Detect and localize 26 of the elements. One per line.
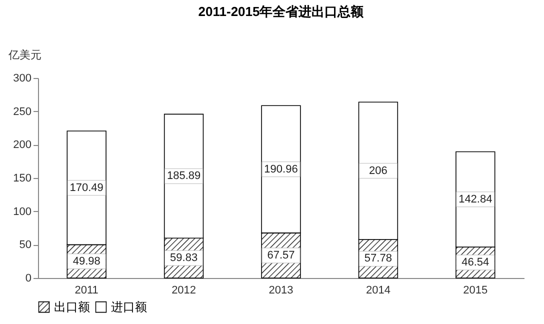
- legend-label: 出口额: [54, 300, 90, 314]
- chart-title: 2011-2015年全省进出口总额: [198, 4, 365, 19]
- x-tick-label: 2012: [172, 284, 196, 296]
- data-label: 46.54: [462, 256, 490, 268]
- y-tick-label: 200: [13, 139, 32, 152]
- data-label: 206: [369, 164, 388, 177]
- data-label: 59.83: [170, 252, 198, 264]
- data-label: 190.96: [264, 163, 298, 176]
- y-tick-label: 150: [13, 172, 32, 184]
- y-tick-label: 50: [19, 239, 32, 252]
- x-tick-label: 2015: [463, 284, 488, 296]
- y-tick-label: 300: [13, 72, 32, 84]
- x-tick-label: 2013: [268, 284, 294, 296]
- y-axis-title: 亿美元: [8, 48, 42, 62]
- data-label: 142.84: [458, 193, 492, 206]
- data-label: 57.78: [364, 252, 392, 265]
- data-label: 170.49: [70, 182, 104, 194]
- data-label: 49.98: [72, 255, 100, 268]
- x-tick-label: 2014: [366, 284, 390, 296]
- data-label: 185.89: [166, 170, 201, 182]
- x-tick-label: 2011: [74, 284, 98, 296]
- data-label: 67.57: [267, 249, 295, 262]
- legend-label: 进口额: [111, 300, 147, 314]
- y-tick-label: 100: [13, 206, 32, 218]
- y-tick-label: 250: [13, 106, 32, 118]
- y-tick-label: 0: [25, 272, 32, 284]
